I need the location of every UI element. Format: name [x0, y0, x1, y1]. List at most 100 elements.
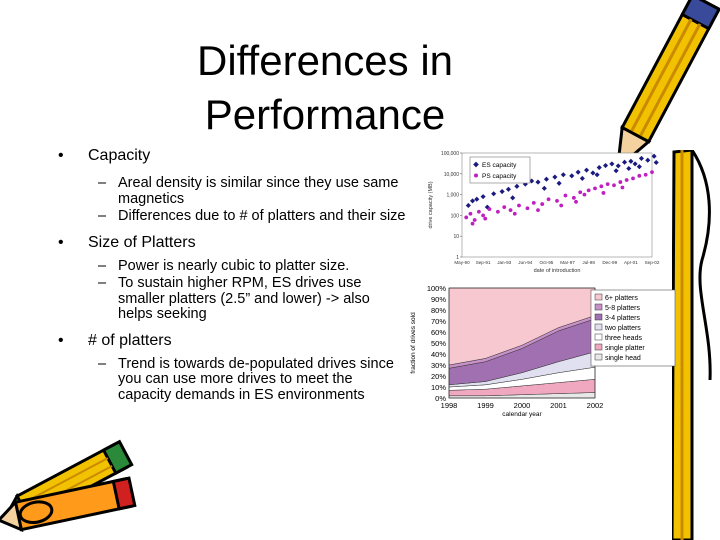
y-tick-label: 10: [453, 234, 459, 240]
y-tick-label: 1: [456, 255, 459, 261]
ps-capacity-point: [650, 170, 654, 175]
sub-bullet: Areal density is similar since they use …: [58, 175, 408, 207]
x-tick-label: 2002: [587, 401, 604, 410]
ps-capacity-point: [546, 197, 551, 202]
legend-swatch: [594, 313, 603, 321]
y-tick-label: 40%: [431, 350, 446, 359]
ps-capacity-point: [476, 209, 481, 214]
ps-capacity-point: [631, 176, 635, 181]
ps-capacity-point: [495, 209, 500, 214]
ps-capacity-point: [517, 203, 521, 208]
legend-marker: [474, 173, 478, 178]
x-tick-label: 1999: [477, 401, 494, 410]
legend-swatch: [594, 303, 603, 311]
y-tick-label: 60%: [431, 328, 446, 337]
ps-capacity-point: [574, 199, 578, 204]
ps-capacity-point: [599, 184, 604, 189]
legend-label: three heads: [605, 335, 642, 342]
ps-capacity-point: [508, 208, 513, 212]
ps-capacity-point: [637, 173, 642, 178]
y-tick-label: 100%: [427, 284, 447, 293]
ps-capacity-point: [487, 207, 492, 212]
x-tick-label: Mar-97: [560, 260, 575, 265]
es-capacity-point: [651, 153, 657, 159]
ps-capacity-point: [481, 213, 486, 218]
x-tick-label: Jul-98: [582, 260, 595, 265]
ps-capacity-point: [483, 216, 488, 221]
ps-capacity-point: [531, 200, 536, 205]
bullet-capacity: Capacity: [58, 146, 408, 166]
x-tick-label: Apr-01: [624, 260, 638, 265]
ps-capacity-point: [502, 205, 507, 210]
ps-capacity-point: [582, 192, 587, 197]
es-capacity-point: [505, 186, 511, 192]
x-tick-label: May-90: [454, 260, 470, 265]
es-capacity-point: [653, 159, 659, 166]
legend-swatch: [594, 343, 603, 351]
y-tick-label: 50%: [431, 339, 446, 348]
legend-label: 6+ platters: [605, 295, 638, 302]
ps-capacity-point: [472, 218, 477, 222]
ps-capacity-point: [593, 186, 597, 191]
scatter-legend: ES capacity PS capacity: [469, 156, 531, 184]
sub-bullet: Trend is towards de-populated drives sin…: [58, 356, 408, 404]
ps-capacity-point: [525, 206, 530, 211]
ps-capacity-point: [643, 172, 648, 177]
x-axis-label: date of introduction: [534, 268, 581, 274]
legend-box: [590, 289, 676, 367]
x-tick-label: Dec-99: [602, 260, 617, 265]
es-capacity-point: [596, 164, 602, 171]
x-tick-label: Jan-93: [497, 260, 511, 265]
sub-bullet: Differences due to # of platters and the…: [58, 208, 408, 225]
ps-capacity-point: [571, 195, 576, 200]
x-tick-label: Sep-91: [476, 260, 491, 265]
ps-capacity-point: [624, 178, 629, 182]
y-tick-label: 0%: [435, 394, 446, 403]
bullet-size-of-platters: Size of Platters: [58, 233, 408, 253]
legend-label: PS capacity: [482, 173, 517, 180]
y-tick-label: 80%: [431, 306, 446, 315]
es-capacity-point: [535, 179, 541, 185]
title-line-2: Performance: [204, 91, 446, 138]
ps-capacity-point: [578, 190, 583, 195]
legend-label: two platters: [605, 325, 641, 332]
ps-capacity-point: [464, 215, 469, 220]
ps-capacity-point: [470, 221, 475, 226]
y-axis-label: fraction of drives sold: [410, 312, 417, 374]
legend-label: 3-4 platters: [605, 315, 641, 322]
y-tick-label: 10,000: [444, 172, 460, 178]
platters-area-chart: 100% 90% 80% 70% 60% 50% 40% 30% 20% 10% 0% fractio…: [410, 284, 676, 418]
legend-label: ES capacity: [482, 162, 517, 169]
legend-label: 5-8 platters: [605, 305, 641, 312]
y-axis-label: drive capacity (MB): [428, 181, 434, 228]
sub-bullet: Power is nearly cubic to platter size.: [58, 258, 408, 275]
y-tick-label: 90%: [431, 295, 446, 304]
legend-label: single head: [605, 355, 641, 362]
ps-capacity-point: [536, 208, 540, 212]
y-tick-label: 100: [451, 213, 460, 219]
title-line-1: Differences in: [196, 37, 454, 84]
x-tick-label: 1998: [441, 401, 458, 410]
ps-capacity-point: [586, 188, 591, 193]
ps-capacity-point: [555, 198, 559, 203]
pencil-top-right: [615, 0, 720, 172]
y-tick-label: 1,000: [446, 193, 459, 199]
legend-swatch: [594, 293, 603, 301]
area-legend: 6+ platters 5-8 platters 3-4 platters two p…: [590, 289, 676, 367]
ps-capacity-point: [559, 203, 564, 208]
pencils-bottom-left: [0, 439, 137, 533]
pencil-right-edge: [672, 150, 712, 540]
legend-swatch: [594, 353, 603, 361]
ps-capacity-point: [605, 182, 610, 186]
ps-capacity-point: [620, 185, 625, 190]
y-tick-label: 100,000: [441, 151, 459, 157]
slide-title: Differences in Performance: [150, 34, 500, 142]
ps-capacity-point: [540, 202, 545, 206]
legend-swatch: [594, 323, 603, 331]
ps-capacity-point: [618, 180, 623, 184]
bullet-list: Capacity Areal density is similar since …: [58, 140, 408, 403]
legend-label: single platter: [605, 345, 645, 352]
es-capacity-point: [615, 163, 621, 169]
x-tick-label: 2000: [514, 401, 531, 410]
